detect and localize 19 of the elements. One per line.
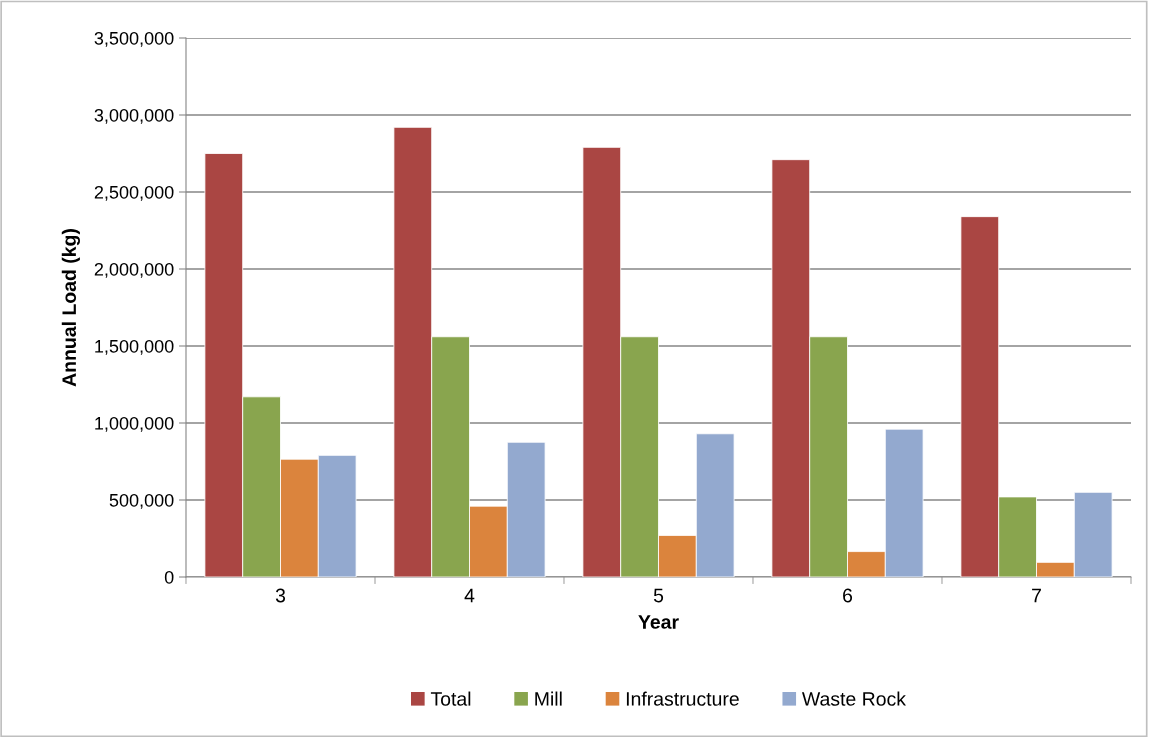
x-axis-title: Year	[638, 615, 679, 629]
legend-label: Total	[430, 691, 471, 706]
y-tick-label: 3,000,000	[94, 108, 174, 124]
legend-label: Infrastructure	[626, 691, 739, 706]
y-tick-label: 3,500,000	[94, 31, 174, 47]
legend-label: Waste Rock	[801, 691, 906, 706]
y-tick-label: 1,000,000	[95, 416, 174, 432]
y-axis-title: Annual Load (kg)	[61, 229, 80, 387]
x-tick-label: 7	[1032, 588, 1041, 603]
x-tick-label: 4	[464, 588, 475, 603]
y-tick-label: 2,000,000	[94, 262, 174, 278]
y-tick-label: 2,500,000	[94, 185, 174, 201]
x-tick-label: 5	[653, 588, 664, 603]
y-tick-label: 1,500,000	[95, 339, 174, 355]
x-tick-label: 6	[843, 588, 853, 603]
y-tick-label: 0	[164, 570, 174, 584]
x-tick-label: 3	[275, 588, 286, 603]
y-tick-label: 500,000	[109, 493, 174, 509]
legend-label: Mill	[535, 691, 562, 706]
